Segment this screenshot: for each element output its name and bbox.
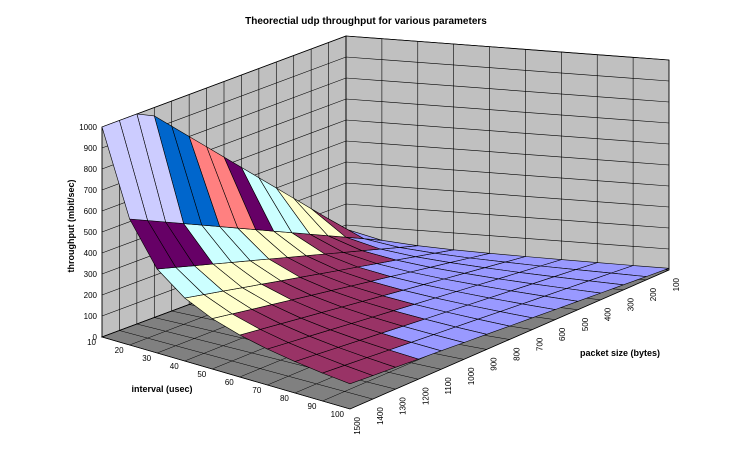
tick-labels: 0 100 200 300 400 500 600 700 800 900 1000 10 20 30 40… xyxy=(79,123,681,435)
y-tick-label: 300 xyxy=(626,297,635,311)
x-tick-label: 30 xyxy=(142,354,151,363)
floor-gridline xyxy=(119,330,373,400)
y-tick-label: 100 xyxy=(672,277,681,291)
x-tick-label: 40 xyxy=(170,362,179,371)
x-tick-label: 100 xyxy=(331,410,345,419)
z-tick-label: 0 xyxy=(93,333,98,342)
z-tick-label: 500 xyxy=(84,228,98,237)
x-tick-label: 90 xyxy=(308,402,317,411)
z-tick-label: 800 xyxy=(84,165,98,174)
z-tick-label: 400 xyxy=(84,249,98,258)
x-tick-label: 50 xyxy=(197,370,206,379)
y-tick-label: 200 xyxy=(649,287,658,301)
z-tick-label: 900 xyxy=(84,144,98,153)
z-tick-label: 300 xyxy=(84,270,98,279)
y-tick-label: 1000 xyxy=(467,367,476,385)
y-tick-label: 1500 xyxy=(353,416,362,434)
y-tick-label: 700 xyxy=(535,337,544,351)
z-tick-label: 1000 xyxy=(79,123,97,132)
y-tick-label: 800 xyxy=(513,347,522,361)
y-tick-label: 400 xyxy=(604,307,613,321)
y-tick-label: 500 xyxy=(581,317,590,331)
surface-cell xyxy=(101,120,149,221)
surface xyxy=(101,113,670,385)
z-tick-label: 600 xyxy=(84,207,98,216)
x-tick-label: 10 xyxy=(87,338,96,347)
floor-gridline xyxy=(101,336,351,410)
z-tick-label: 100 xyxy=(84,312,98,321)
y-axis-label: packet size (bytes) xyxy=(580,348,660,358)
y-tick-label: 1100 xyxy=(444,377,453,395)
y-tick-label: 900 xyxy=(490,357,499,371)
y-tick-label: 1400 xyxy=(376,407,385,425)
x-tick-label: 70 xyxy=(252,386,261,395)
x-tick-label: 20 xyxy=(115,346,124,355)
x-tick-label: 80 xyxy=(280,394,289,403)
x-axis-label: interval (usec) xyxy=(131,384,192,394)
y-tick-label: 600 xyxy=(558,327,567,341)
z-tick-label: 700 xyxy=(84,186,98,195)
y-tick-label: 1300 xyxy=(399,397,408,415)
y-tick-label: 1200 xyxy=(421,387,430,405)
z-axis-label: throughput (mbit/sec) xyxy=(66,180,76,273)
z-tick-label: 200 xyxy=(84,291,98,300)
chart-title: Theorectial udp throughput for various p… xyxy=(245,16,487,27)
x-tick-label: 60 xyxy=(225,378,234,387)
